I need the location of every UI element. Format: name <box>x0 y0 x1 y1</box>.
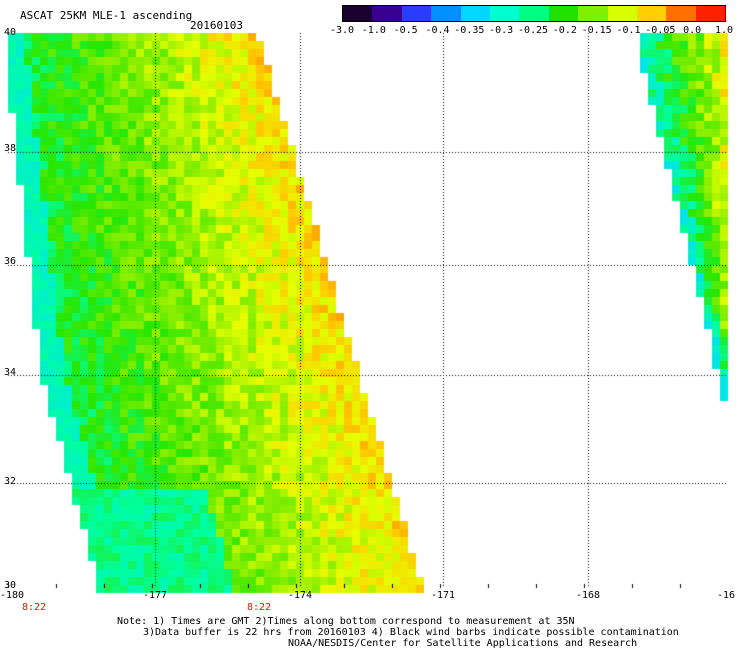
colorbar-swatch <box>431 6 461 21</box>
lon-label-177: -177 <box>142 590 168 601</box>
colorbar-label: -0.1 <box>616 25 641 36</box>
lon-label-180: -180 <box>0 590 25 601</box>
colorbar-label: -0.3 <box>489 25 514 36</box>
note-line-3: NOAA/NESDIS/Center for Satellite Applica… <box>288 638 638 649</box>
note-line-1: Note: 1) Times are GMT 2)Times along bot… <box>117 616 575 627</box>
colorbar-swatch <box>343 6 373 21</box>
colorbar-swatch <box>401 6 432 21</box>
colorbar-label: 0.0 <box>683 25 702 36</box>
colorbar-swatch <box>666 6 696 21</box>
colorbar-label: -0.4 <box>425 25 450 36</box>
colorbar-label: 1.0 <box>714 25 734 36</box>
colorbar-swatch <box>578 6 608 21</box>
colorbar-swatch <box>607 6 637 21</box>
colorbar-swatch <box>460 6 490 21</box>
lat-label-30: 30 <box>4 580 17 591</box>
map-title: ASCAT 25KM MLE-1 ascending <box>20 9 193 22</box>
colorbar-label: -0.15 <box>581 25 612 36</box>
colorbar-label: -0.5 <box>393 25 418 36</box>
lat-label-34: 34 <box>4 367 17 378</box>
time-label-middle: 8:22 <box>246 602 272 613</box>
colorbar-label: -0.35 <box>454 25 485 36</box>
colorbar-swatch <box>489 6 520 21</box>
colorbar-label: -1.0 <box>361 25 386 36</box>
lon-label-165: -16 <box>716 590 736 601</box>
lon-label-171: -171 <box>430 590 456 601</box>
colorbar-swatch <box>548 6 579 21</box>
colorbar-label: -0.25 <box>517 25 549 36</box>
lat-label-32: 32 <box>4 476 17 487</box>
colorbar <box>342 5 726 22</box>
lon-label-174: -174 <box>287 590 313 601</box>
lat-label-40: 40 <box>4 27 17 38</box>
note-line-2: 3)Data buffer is 22 hrs from 20160103 4)… <box>143 627 679 638</box>
lat-label-36: 36 <box>4 256 17 267</box>
map-date: 20160103 <box>190 19 243 32</box>
colorbar-swatch <box>372 6 402 21</box>
colorbar-swatch <box>695 6 726 21</box>
colorbar-label: -0.05 <box>645 25 676 36</box>
time-label-left: 8:22 <box>21 602 47 613</box>
lon-label-168: -168 <box>575 590 601 601</box>
colorbar-label: -3.0 <box>329 25 355 36</box>
colorbar-swatch <box>519 6 549 21</box>
lat-label-38: 38 <box>4 143 17 154</box>
colorbar-label: -0.2 <box>552 25 577 36</box>
colorbar-swatch <box>636 6 667 21</box>
